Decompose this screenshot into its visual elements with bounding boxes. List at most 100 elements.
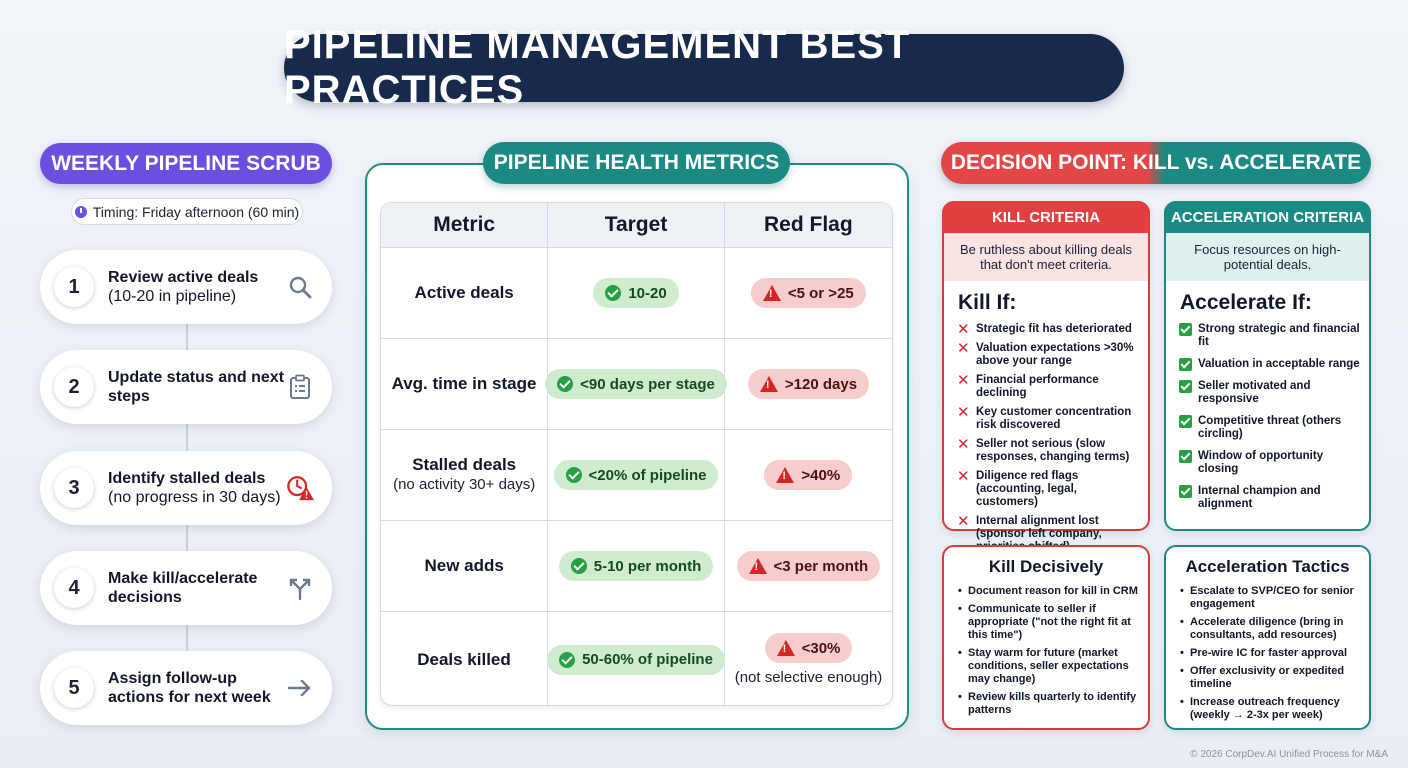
acceleration-criteria-description: Focus resources on high-potential deals. (1166, 233, 1369, 281)
step-sub: (no progress in 30 days) (108, 489, 281, 506)
check-box-icon (1179, 450, 1192, 463)
timing-text: Timing: Friday afternoon (60 min) (92, 203, 300, 220)
list-item: ✕ Financial performance declining (957, 372, 1099, 399)
check-circle-icon (557, 376, 574, 392)
warning-icon (748, 558, 767, 574)
step-number: 3 (54, 468, 94, 508)
check-box-icon (1179, 323, 1192, 336)
list-item: Window of opportunity closing (1179, 450, 1361, 476)
check-circle-icon (605, 285, 622, 301)
fork-arrow-icon (286, 574, 314, 602)
x-icon: ✕ (957, 513, 970, 530)
step-label: Assign follow-up actions for next week (108, 670, 271, 706)
arrow-right-icon (286, 674, 314, 702)
target-badge: <90 days per stage (545, 369, 727, 399)
list-item: Communicate to seller if appropriate ("n… (958, 603, 1140, 642)
table-row: Active deals 10-20 <5 or >25 (381, 248, 892, 339)
metrics-heading: PIPELINE HEALTH METRICS (483, 142, 790, 184)
warning-icon (776, 467, 795, 483)
search-icon (286, 273, 314, 301)
scrub-step-2: 2 Update status and next steps (40, 350, 332, 424)
step-sub: (10-20 in pipeline) (108, 288, 237, 305)
kill-decisively-title: Kill Decisively (988, 557, 1104, 576)
step-number: 4 (54, 568, 94, 608)
page-title: PIPELINE MANAGEMENT BEST PRACTICES (284, 23, 911, 112)
target-badge: 50-60% of pipeline (547, 644, 725, 675)
check-box-icon (1179, 380, 1192, 393)
check-box-icon (1179, 415, 1192, 428)
acceleration-criteria-header: ACCELERATION CRITERIA (1164, 201, 1371, 233)
check-circle-icon (559, 651, 576, 668)
kill-decisively-card: Kill Decisively Document reason for kill… (942, 545, 1150, 730)
kill-criteria-card: KILL CRITERIA Be ruthless about killing … (942, 201, 1150, 553)
list-item: Escalate to SVP/CEO for senior engagemen… (1180, 585, 1361, 611)
metric-name: Active deals (414, 283, 514, 302)
kill-criteria-header: KILL CRITERIA (942, 201, 1150, 233)
list-item: Accelerate diligence (bring in consultan… (1180, 616, 1361, 642)
red-flag-note: (not selective enough) (734, 669, 883, 686)
kill-if-heading: Kill If: (958, 291, 1017, 314)
metrics-table: Metric Target Red Flag Active deals 10-2… (380, 202, 893, 706)
warning-icon (776, 640, 795, 656)
step-label: Update status and next steps (108, 369, 285, 405)
red-flag-badge: >120 days (747, 369, 870, 399)
decision-heading: DECISION POINT: KILL vs. ACCELERATE (941, 142, 1371, 184)
acceleration-tactics-title: Acceleration Tactics (1185, 557, 1350, 576)
x-icon: ✕ (957, 404, 970, 421)
metric-name: Deals killed (417, 649, 511, 669)
metric-name: New adds (424, 556, 504, 575)
clipboard-icon (286, 373, 314, 401)
list-item: ✕ Diligence red flags (accounting, legal,… (957, 468, 1079, 508)
kill-criteria-description: Be ruthless about killing deals that don… (944, 233, 1148, 281)
list-item: Offer exclusivity or expedited timeline (1180, 665, 1361, 691)
warning-icon (762, 285, 781, 301)
scrub-step-1: 1 Review active deals (10-20 in pipeline) (40, 250, 332, 324)
scrub-step-5: 5 Assign follow-up actions for next week (40, 651, 332, 725)
kill-criteria-list: ✕ Strategic fit has deteriorated ✕ Valuati… (957, 321, 1140, 560)
step-label: Identify stalled deals (108, 470, 266, 487)
red-flag-badge: >40% (764, 460, 853, 490)
table-row: Avg. time in stage <90 days per stage >1… (381, 339, 892, 430)
copyright-footer: © 2026 CorpDev.AI Unified Process for M&… (1190, 749, 1388, 760)
list-item: Review kills quarterly to identify patte… (958, 691, 1140, 717)
list-item: Stay warm for future (market conditions,… (958, 647, 1140, 686)
scrub-step-3: 3 Identify stalled deals (no progress in … (40, 451, 332, 525)
table-row: New adds 5-10 per month <3 per month (381, 521, 892, 612)
scrub-step-4: 4 Make kill/accelerate decisions (40, 551, 332, 625)
weekly-scrub-heading: WEEKLY PIPELINE SCRUB (40, 143, 332, 184)
step-number: 1 (54, 267, 94, 307)
list-item: ✕ Strategic fit has deteriorated (957, 321, 1132, 338)
red-flag-badge: <30% (764, 633, 853, 663)
clock-icon (74, 205, 87, 218)
acceleration-tactics-card: Acceleration Tactics Escalate to SVP/CEO… (1164, 545, 1371, 730)
check-circle-icon (570, 558, 587, 574)
list-item: Pre-wire IC for faster approval (1180, 647, 1361, 660)
acceleration-criteria-list: Strong strategic and financial fit Valua… (1179, 323, 1361, 520)
step-number: 5 (54, 668, 94, 708)
acceleration-criteria-card: ACCELERATION CRITERIA Focus resources on… (1164, 201, 1371, 531)
clock-alert-icon (286, 474, 314, 502)
list-item: Increase outreach frequency (weekly → 2-… (1180, 696, 1361, 722)
check-box-icon (1179, 485, 1192, 498)
table-row: Deals killed 50-60% of pipeline <30% (not… (381, 612, 892, 705)
table-row: Stalled deals (no activity 30+ days) <20%… (381, 430, 892, 521)
list-item: Document reason for kill in CRM (958, 585, 1140, 598)
step-number: 2 (54, 367, 94, 407)
column-header-target: Target (548, 203, 725, 247)
list-item: Internal champion and alignment (1179, 485, 1361, 511)
column-header-red-flag: Red Flag (763, 213, 853, 236)
check-circle-icon (565, 467, 582, 483)
target-badge: 5-10 per month (558, 551, 714, 581)
column-header-metric: Metric (381, 203, 549, 247)
kill-decisively-list: Document reason for kill in CRM Communic… (958, 585, 1140, 722)
red-flag-badge: <3 per month (736, 551, 881, 581)
x-icon: ✕ (957, 468, 970, 485)
target-badge: 10-20 (593, 278, 679, 308)
timing-badge: Timing: Friday afternoon (60 min) (71, 198, 303, 225)
warning-icon (759, 376, 778, 392)
step-label: Review active deals (108, 269, 259, 286)
metric-name: Stalled deals (412, 455, 517, 474)
accelerate-if-heading: Accelerate If: (1180, 291, 1312, 314)
step-label: Make kill/accelerate decisions (108, 570, 258, 606)
list-item: ✕ Seller not serious (slow responses, cha… (957, 436, 1130, 463)
